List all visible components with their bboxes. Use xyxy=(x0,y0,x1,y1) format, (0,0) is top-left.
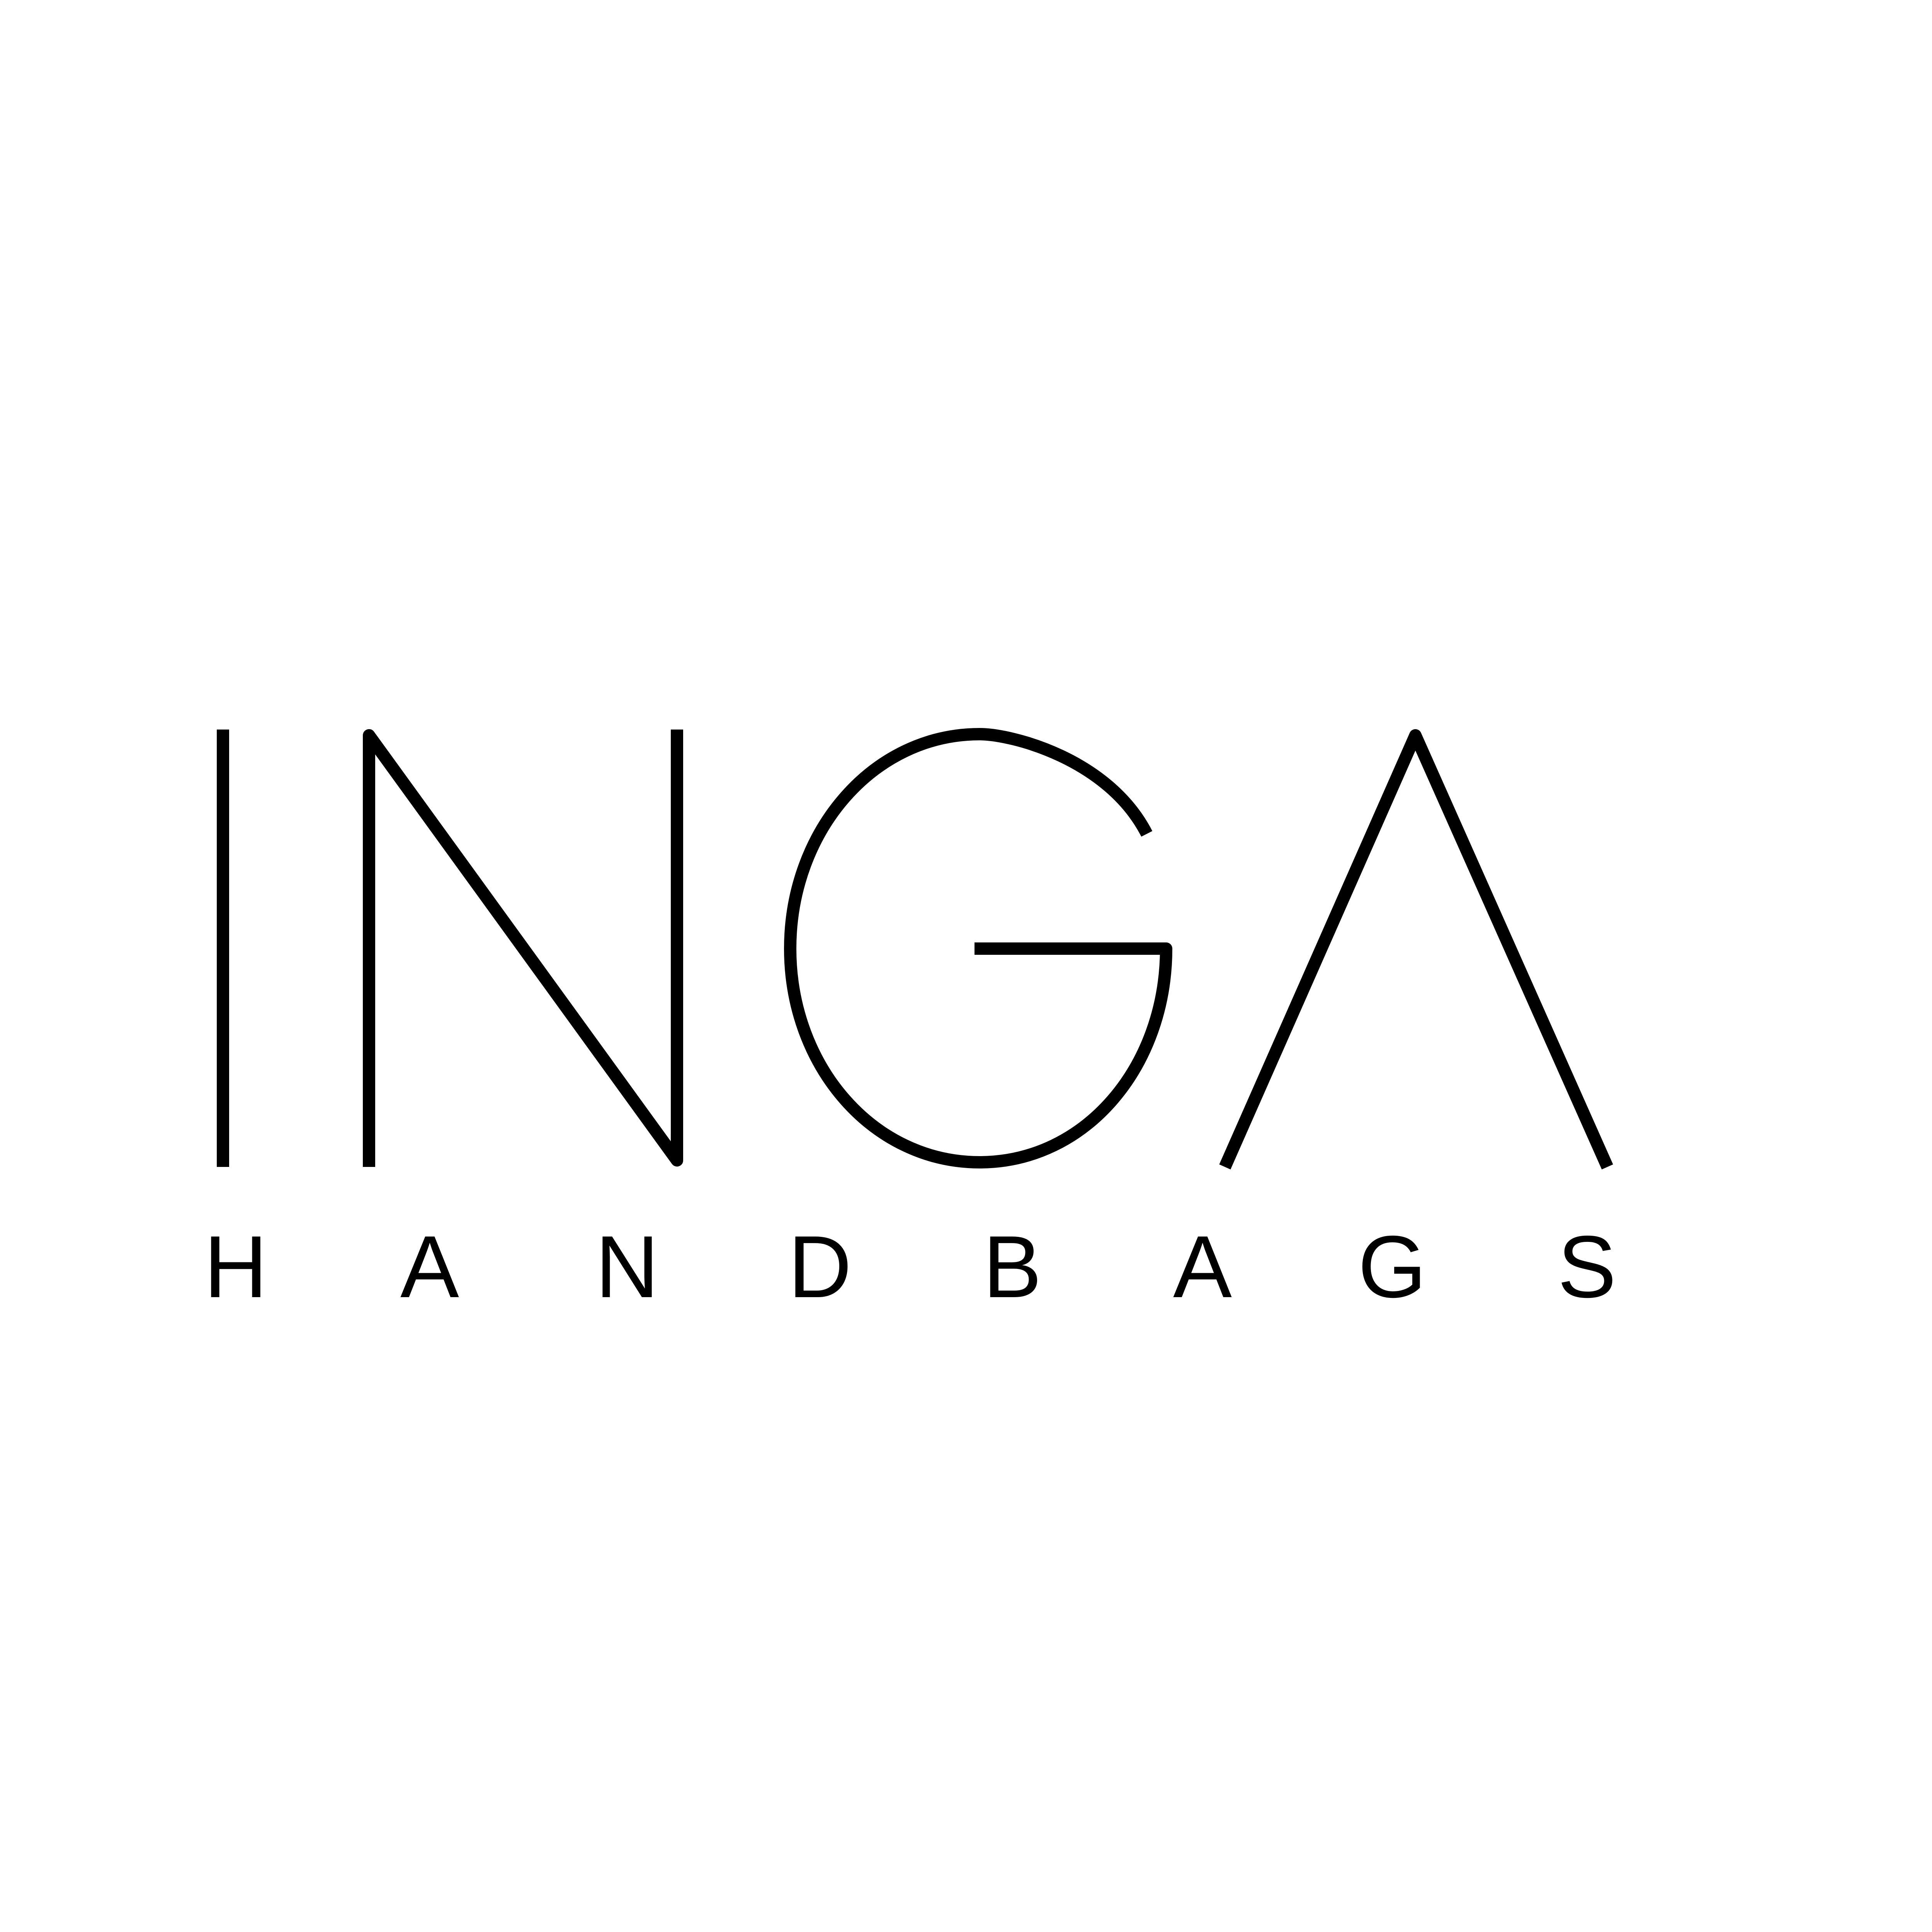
tagline-letter-d: D xyxy=(788,1218,852,1316)
tagline-letter-a2: A xyxy=(1173,1218,1232,1316)
tagline-letter-b: B xyxy=(983,1218,1042,1316)
tagline-handbags: H A N D B A G S xyxy=(204,1218,1616,1316)
tagline-letter-h: H xyxy=(204,1218,268,1316)
wordmark-inga xyxy=(217,728,1613,1170)
wordmark-letter-a xyxy=(1219,729,1613,1170)
tagline-letter-s: S xyxy=(1558,1218,1616,1316)
wordmark-letter-n xyxy=(363,729,683,1167)
tagline-letter-n: N xyxy=(595,1218,659,1316)
wordmark-letter-g xyxy=(784,728,1172,1168)
tagline-letter-g: G xyxy=(1358,1218,1426,1316)
tagline-letter-a1: A xyxy=(400,1218,459,1316)
